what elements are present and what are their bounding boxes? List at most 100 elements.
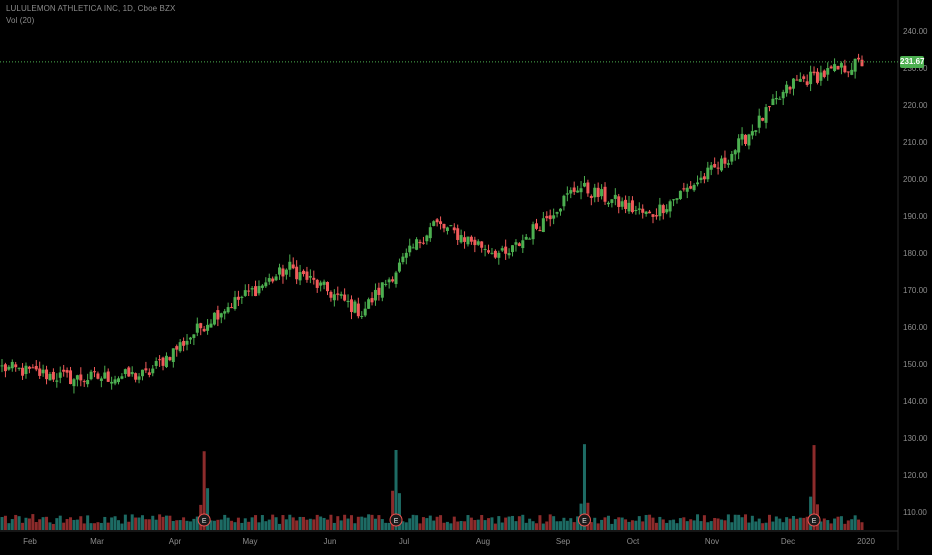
candle-body [726, 163, 730, 165]
candle-body [41, 369, 45, 374]
candle-body [774, 97, 778, 100]
candle-body [511, 245, 515, 253]
volume-bar [346, 518, 350, 530]
candle-body [435, 219, 439, 223]
candle-body [168, 357, 172, 361]
grid [0, 0, 899, 550]
candle-body [706, 167, 710, 180]
volume-bar [480, 515, 484, 530]
volume-bar [466, 515, 470, 530]
candle-body [589, 195, 593, 199]
candle-body [675, 198, 679, 200]
volume-bar [96, 522, 100, 530]
volume-bar [233, 522, 237, 530]
candle-body [651, 214, 655, 217]
volume-bar [771, 521, 775, 530]
volume-bar [630, 520, 634, 530]
volume-bar [319, 516, 323, 530]
volume-bar [795, 518, 799, 530]
volume-bar [394, 449, 398, 530]
volume-bar [404, 522, 408, 530]
volume-bar [147, 519, 151, 530]
candle-body [116, 378, 120, 383]
volume-bar [69, 517, 73, 530]
candle-body [329, 291, 333, 298]
volume-bar [243, 518, 247, 530]
candle-body [421, 242, 425, 244]
x-tick-label: Dec [781, 537, 795, 546]
volume-bar [113, 516, 117, 530]
candle-body [353, 301, 357, 313]
volume-bar [144, 519, 148, 530]
candle-body [487, 250, 491, 253]
candle-body [658, 204, 662, 217]
volume-bar [55, 518, 59, 530]
candle-body [305, 271, 309, 280]
candle-body [298, 272, 302, 281]
last-price-tag: 231.67 [900, 56, 925, 68]
candle-body [72, 379, 76, 387]
candle-body [548, 215, 552, 220]
volume-bar [171, 521, 175, 530]
candle-body [408, 245, 412, 253]
volume-bar [140, 515, 144, 530]
candle-body [665, 209, 669, 213]
volume-bar [161, 516, 165, 530]
volume-bar [839, 516, 843, 530]
volume-bar [685, 521, 689, 530]
volume-bar [535, 523, 539, 530]
volume-bar [93, 523, 97, 530]
candle-body [38, 368, 42, 376]
volume-bar [702, 515, 706, 530]
earnings-marker-label: E [582, 518, 587, 525]
volume-bar [428, 515, 432, 530]
volume-bar [706, 522, 710, 530]
volume-bar [846, 520, 850, 530]
candle-body [805, 81, 809, 85]
volume-bar [168, 515, 172, 530]
volume-bar [302, 516, 306, 530]
volume-bar [442, 522, 446, 530]
candle-body [480, 241, 484, 248]
candle-body [829, 66, 833, 69]
volume-bar [613, 519, 617, 530]
candle-body [140, 369, 144, 377]
candle-body [161, 357, 165, 366]
candle-body [349, 299, 353, 312]
volume-bar [452, 516, 456, 530]
candle-body [103, 372, 107, 379]
volume-bar [305, 519, 309, 530]
volume-bar [555, 521, 559, 530]
candle-body [689, 186, 693, 189]
volume-bar [206, 488, 210, 530]
volume-bar [41, 517, 45, 530]
earnings-marker [577, 513, 591, 527]
volume-bar [826, 520, 830, 530]
candle-body [555, 212, 559, 214]
volume-bar [349, 515, 353, 530]
volume-bar [192, 518, 196, 530]
volume-bar [103, 516, 107, 530]
volume-bar [24, 517, 28, 530]
y-tick-label: 180.00 [903, 249, 928, 258]
y-tick-label: 190.00 [903, 212, 928, 221]
volume-bar [175, 520, 179, 530]
candle-body [278, 267, 282, 275]
candle-body [27, 366, 31, 369]
candle-body [610, 199, 614, 203]
volume-bar [552, 516, 556, 530]
volume-bar [62, 522, 66, 530]
volume-bar [490, 517, 494, 530]
candle-body [308, 275, 312, 278]
earnings-marker [807, 513, 821, 527]
candle-body [212, 312, 216, 325]
volume-bar [257, 522, 261, 530]
candle-body [240, 296, 244, 298]
volume-bar [178, 520, 182, 530]
candle-body [822, 70, 826, 77]
volume-bar [267, 519, 271, 530]
candle-body [456, 228, 460, 240]
candle-body [839, 63, 843, 68]
candle-body [795, 79, 799, 81]
